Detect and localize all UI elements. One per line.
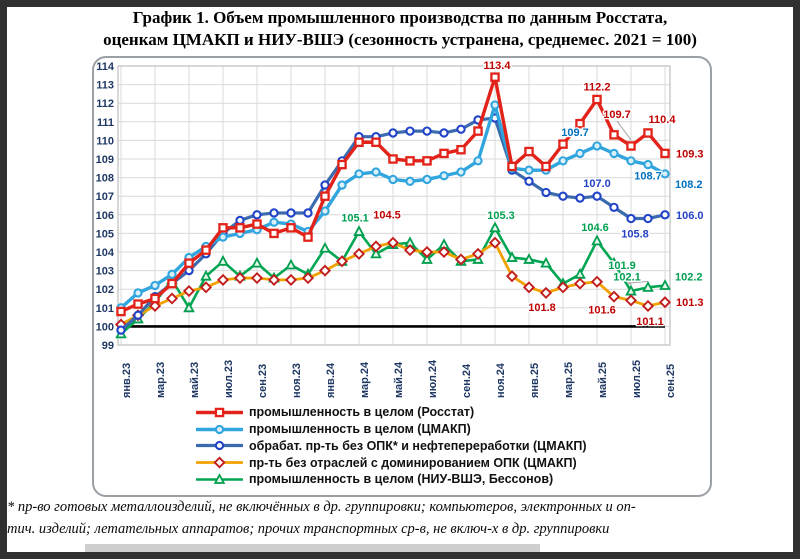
svg-text:101.9: 101.9: [608, 260, 636, 272]
cropped-element-strip: [85, 544, 540, 553]
footnote-line2: тич. изделий; летательных аппаратов; про…: [7, 520, 610, 537]
svg-text:май.24: май.24: [393, 361, 405, 398]
series-0: [116, 72, 670, 317]
svg-text:109.7: 109.7: [603, 109, 631, 121]
svg-text:111: 111: [97, 117, 114, 129]
svg-text:мар.24: мар.24: [359, 361, 371, 398]
svg-text:112.2: 112.2: [584, 81, 611, 93]
chart-title-line2: оценкам ЦМАКП и НИУ-ВШЭ (сезонность устр…: [103, 30, 697, 50]
svg-text:110.4: 110.4: [649, 114, 677, 126]
svg-text:янв.23: янв.23: [121, 363, 133, 398]
svg-text:сен.23: сен.23: [257, 364, 269, 398]
svg-text:102: 102: [96, 284, 114, 296]
svg-text:100: 100: [96, 321, 114, 333]
svg-text:янв.25: янв.25: [529, 363, 541, 398]
svg-text:ноя.23: ноя.23: [291, 363, 303, 398]
legend-swatch-icon: [196, 424, 243, 434]
legend-swatch-icon: [196, 456, 243, 469]
svg-text:май.23: май.23: [189, 362, 201, 398]
plot-border: [117, 65, 671, 346]
svg-text:июл.23: июл.23: [223, 360, 235, 398]
svg-text:109.7: 109.7: [561, 127, 589, 139]
svg-text:июл.25: июл.25: [631, 360, 643, 398]
svg-text:104.5: 104.5: [373, 210, 401, 222]
svg-text:101.8: 101.8: [528, 302, 556, 314]
svg-text:113: 113: [96, 80, 114, 92]
svg-text:101: 101: [96, 303, 114, 315]
svg-text:101.6: 101.6: [588, 305, 616, 317]
svg-text:113.4: 113.4: [484, 60, 512, 72]
footnote: * пр-во готовых металлоизделий, не включ…: [7, 497, 793, 541]
svg-text:104.6: 104.6: [581, 222, 609, 234]
legend-label: обрабат. пр-ть без ОПК* и нефтепереработ…: [249, 438, 587, 453]
x-axis-labels: янв.23 мар.23 май.23 июл.23 сен.23 ноя.23 янв.…: [121, 359, 677, 398]
svg-text:сен.25: сен.25: [665, 364, 677, 398]
gridlines: [118, 65, 670, 346]
y-axis-labels: 99 100 101 102 103 104 105 106 107 108 109 110 111 11…: [96, 61, 115, 352]
svg-text:мар.23: мар.23: [155, 362, 167, 398]
svg-text:102.2: 102.2: [675, 271, 703, 283]
svg-text:104: 104: [96, 247, 115, 259]
chart-title-line1: График 1. Объем промышленного производст…: [132, 8, 668, 27]
svg-text:109: 109: [96, 154, 114, 166]
legend-item-1: промышленность в целом (ЦМАКП): [196, 421, 587, 438]
svg-text:108: 108: [96, 173, 114, 185]
svg-text:июл.24: июл.24: [427, 359, 439, 398]
svg-text:112: 112: [96, 98, 114, 110]
svg-text:май.25: май.25: [597, 362, 609, 398]
svg-text:янв.24: янв.24: [325, 362, 337, 398]
svg-text:103: 103: [96, 266, 114, 278]
legend-label: промышленность в целом (Росстат): [249, 405, 475, 420]
svg-text:108.2: 108.2: [675, 179, 703, 191]
svg-text:105: 105: [96, 228, 114, 240]
chart-border-box: [92, 56, 712, 497]
svg-text:109.3: 109.3: [676, 148, 704, 160]
svg-text:106.0: 106.0: [676, 210, 704, 222]
svg-text:107.0: 107.0: [583, 178, 611, 190]
svg-text:мар.25: мар.25: [563, 362, 575, 398]
series-3: [114, 236, 672, 331]
legend-item-4: промышленность в целом (НИУ-ВШЭ, Бессоно…: [196, 471, 587, 488]
svg-text:114: 114: [96, 61, 115, 73]
svg-text:105.8: 105.8: [621, 229, 649, 241]
legend-swatch-icon: [196, 473, 243, 484]
legend-swatch-icon: [196, 441, 243, 451]
point-labels: 113.4 112.2 109.7 110.4 109.3 109.7 108.7 108.2…: [340, 59, 705, 329]
svg-text:108.7: 108.7: [634, 171, 662, 183]
chart-legend: промышленность в целом (Росстат) промышле…: [196, 404, 587, 488]
svg-text:101.1: 101.1: [636, 316, 664, 328]
svg-text:110: 110: [96, 135, 114, 147]
svg-text:101.3: 101.3: [676, 297, 704, 309]
svg-text:105.1: 105.1: [341, 213, 369, 225]
legend-label: промышленность в целом (ЦМАКП): [249, 421, 471, 436]
chart-title: График 1. Объем промышленного производст…: [0, 7, 800, 51]
svg-text:99: 99: [102, 340, 114, 352]
legend-label: промышленность в целом (НИУ-ВШЭ, Бессоно…: [249, 472, 554, 487]
footnote-line1: * пр-во готовых металлоизделий, не включ…: [7, 499, 636, 515]
legend-item-0: промышленность в целом (Росстат): [196, 404, 587, 421]
legend-swatch-icon: [196, 407, 243, 418]
svg-text:ноя.24: ноя.24: [495, 362, 507, 398]
line-chart: 99 100 101 102 103 104 105 106 107 108 109 110 111 11…: [96, 59, 705, 398]
svg-text:106: 106: [96, 210, 114, 222]
legend-label: пр-ть без отраслей с доминированием ОПК …: [249, 455, 577, 470]
svg-text:сен.24: сен.24: [461, 363, 473, 398]
legend-item-2: обрабат. пр-ть без ОПК* и нефтепереработ…: [196, 438, 587, 455]
svg-text:107: 107: [96, 191, 114, 203]
svg-text:105.3: 105.3: [487, 210, 515, 222]
legend-item-3: пр-ть без отраслей с доминированием ОПК …: [196, 454, 587, 471]
svg-text:102.1: 102.1: [613, 271, 641, 283]
